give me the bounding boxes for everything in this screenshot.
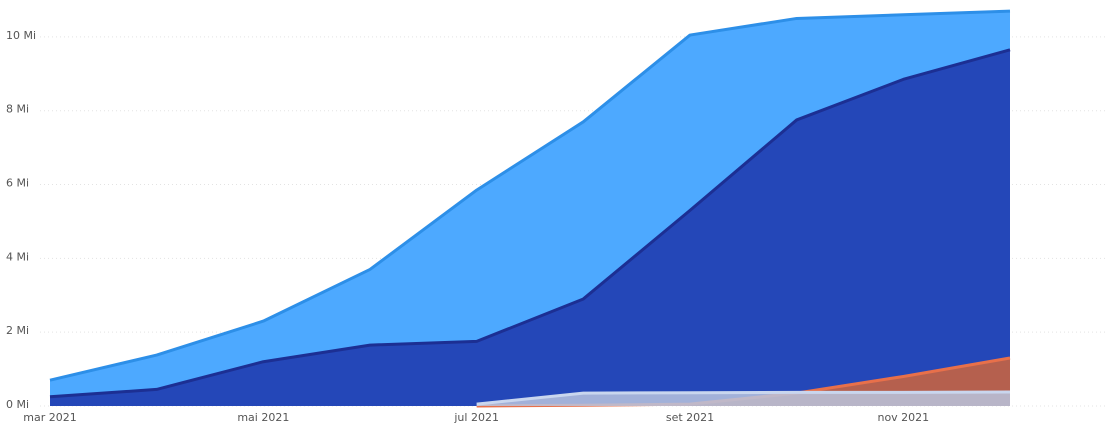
y-tick-label: 6 Mi xyxy=(6,177,29,190)
x-tick-label: jul 2021 xyxy=(453,411,499,424)
area-line xyxy=(49,48,1011,399)
y-tick-label: 8 Mi xyxy=(6,103,29,116)
area-line xyxy=(476,390,1011,406)
x-tick-label: nov 2021 xyxy=(877,411,929,424)
area xyxy=(50,49,1010,407)
y-tick-label: 0 Mi xyxy=(6,398,29,411)
x-tick-label: set 2021 xyxy=(666,411,714,424)
x-tick-label: mar 2021 xyxy=(23,411,76,424)
area-line xyxy=(49,9,1011,382)
y-tick-label: 2 Mi xyxy=(6,324,29,337)
x-tick-label: mai 2021 xyxy=(237,411,289,424)
y-tick-label: 4 Mi xyxy=(6,250,29,263)
y-tick-label: 10 Mi xyxy=(6,29,36,42)
area xyxy=(476,391,1011,406)
